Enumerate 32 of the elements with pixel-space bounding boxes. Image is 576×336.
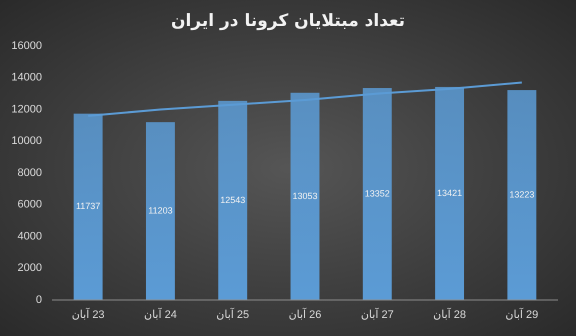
y-tick-label: 6000 [18,198,42,211]
bar [362,88,392,300]
x-tick-label: 24 آبان [144,307,177,321]
x-tick-label: 25 آبان [216,307,250,321]
x-tick-label: 28 آبان [433,307,466,321]
bar [146,122,175,300]
y-tick-label: 14000 [11,72,42,84]
x-tick-label: 23 آبان [72,307,105,321]
data-label: 12543 [220,194,246,205]
data-label: 13223 [509,189,534,200]
data-label: 11737 [76,201,100,212]
y-tick-label: 12000 [11,103,42,116]
bar [435,86,464,300]
bar [507,90,536,300]
data-label: 13053 [292,190,318,201]
data-label: 13352 [364,188,390,198]
bar [290,92,320,300]
bar [74,114,103,300]
bar [218,100,248,300]
x-tick-label: 27 آبان [360,307,394,321]
x-tick-label: 26 آبان [288,307,322,321]
y-tick-label: 4000 [18,230,42,242]
data-label: 11203 [148,205,173,216]
y-tick-label: 10000 [11,135,42,148]
y-tick-label: 2000 [18,262,42,274]
chart-title: تعداد مبتلایان کرونا در ایران [170,11,406,31]
y-tick-label: 0 [36,294,42,306]
data-label: 13421 [437,188,462,198]
y-tick-label: 8000 [18,166,42,179]
y-tick-label: 16000 [11,40,42,52]
x-tick-label: 29 آبان [505,307,538,321]
line-series [87,82,523,117]
